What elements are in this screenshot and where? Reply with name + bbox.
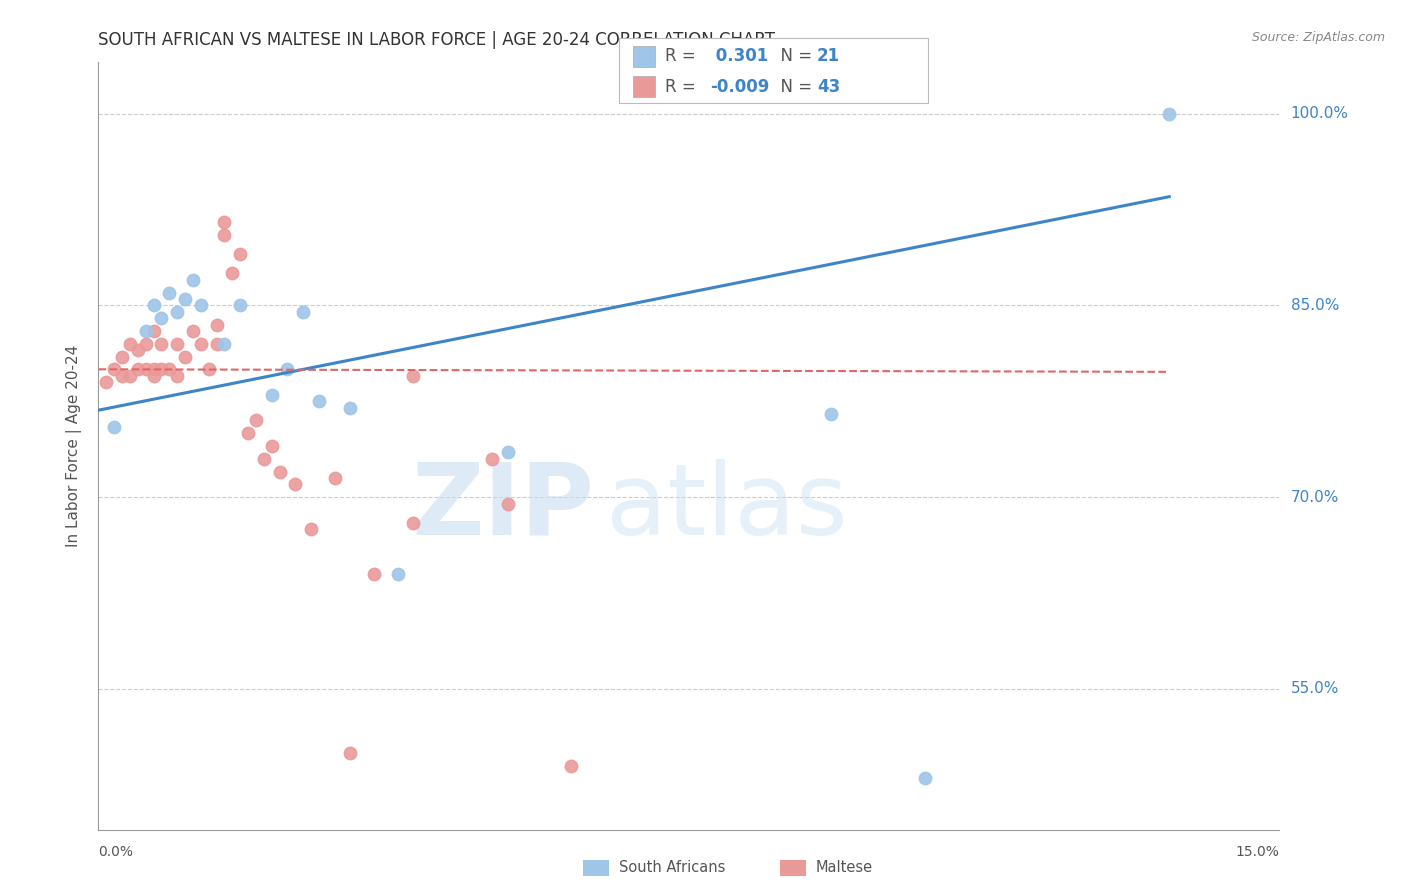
Text: ZIP: ZIP bbox=[412, 458, 595, 556]
Text: SOUTH AFRICAN VS MALTESE IN LABOR FORCE | AGE 20-24 CORRELATION CHART: SOUTH AFRICAN VS MALTESE IN LABOR FORCE … bbox=[98, 31, 776, 49]
Point bbox=[299, 522, 322, 536]
Point bbox=[127, 343, 149, 358]
Point bbox=[142, 368, 165, 383]
Point bbox=[142, 324, 165, 338]
Point bbox=[190, 298, 212, 312]
Point bbox=[229, 247, 252, 261]
Text: 55.0%: 55.0% bbox=[1291, 681, 1339, 697]
Point bbox=[1159, 106, 1181, 120]
Point bbox=[481, 451, 503, 466]
Point bbox=[205, 336, 228, 351]
Point bbox=[245, 413, 267, 427]
Text: -0.009: -0.009 bbox=[710, 78, 769, 95]
Point bbox=[402, 368, 425, 383]
Text: 15.0%: 15.0% bbox=[1236, 845, 1279, 859]
Text: R =: R = bbox=[665, 78, 702, 95]
Text: 0.0%: 0.0% bbox=[98, 845, 134, 859]
Point bbox=[174, 292, 197, 306]
Point bbox=[229, 298, 252, 312]
Point bbox=[150, 362, 173, 376]
Point bbox=[118, 368, 141, 383]
Point bbox=[496, 445, 519, 459]
Point bbox=[339, 401, 361, 415]
Point bbox=[269, 465, 291, 479]
Point bbox=[157, 362, 180, 376]
Text: atlas: atlas bbox=[606, 458, 848, 556]
Text: 0.301: 0.301 bbox=[710, 47, 768, 65]
Point bbox=[214, 215, 236, 229]
Point bbox=[150, 311, 173, 326]
Point bbox=[127, 362, 149, 376]
Text: South Africans: South Africans bbox=[619, 861, 725, 875]
Point bbox=[150, 336, 173, 351]
Point bbox=[820, 407, 842, 421]
Point bbox=[323, 471, 346, 485]
Point bbox=[135, 362, 157, 376]
Point bbox=[118, 336, 141, 351]
Point bbox=[214, 227, 236, 242]
Point bbox=[402, 516, 425, 530]
Point bbox=[103, 419, 125, 434]
Y-axis label: In Labor Force | Age 20-24: In Labor Force | Age 20-24 bbox=[66, 345, 82, 547]
Text: N =: N = bbox=[770, 47, 818, 65]
Point bbox=[103, 362, 125, 376]
Point bbox=[157, 285, 180, 300]
Point bbox=[308, 394, 330, 409]
Text: 21: 21 bbox=[817, 47, 839, 65]
Point bbox=[496, 496, 519, 510]
Point bbox=[96, 375, 118, 389]
Point bbox=[190, 336, 212, 351]
Point bbox=[914, 772, 936, 786]
Text: 70.0%: 70.0% bbox=[1291, 490, 1339, 505]
Point bbox=[166, 368, 188, 383]
Text: N =: N = bbox=[770, 78, 818, 95]
Text: R =: R = bbox=[665, 47, 702, 65]
Point bbox=[236, 426, 259, 441]
Point bbox=[135, 336, 157, 351]
Point bbox=[560, 758, 582, 772]
Text: 100.0%: 100.0% bbox=[1291, 106, 1348, 121]
Point bbox=[260, 439, 283, 453]
Point bbox=[166, 305, 188, 319]
Point bbox=[276, 362, 298, 376]
Point bbox=[197, 362, 219, 376]
Point bbox=[111, 368, 134, 383]
Point bbox=[363, 566, 385, 581]
Text: 85.0%: 85.0% bbox=[1291, 298, 1339, 313]
Point bbox=[387, 566, 409, 581]
Point bbox=[260, 388, 283, 402]
Point bbox=[174, 350, 197, 364]
Point bbox=[166, 336, 188, 351]
Point bbox=[339, 746, 361, 760]
Point bbox=[284, 477, 307, 491]
Point bbox=[221, 266, 243, 280]
Text: Maltese: Maltese bbox=[815, 861, 873, 875]
Point bbox=[181, 273, 204, 287]
Point bbox=[214, 336, 236, 351]
Point bbox=[181, 324, 204, 338]
Point bbox=[292, 305, 315, 319]
Point bbox=[253, 451, 276, 466]
Point bbox=[205, 318, 228, 332]
Point bbox=[135, 324, 157, 338]
Text: Source: ZipAtlas.com: Source: ZipAtlas.com bbox=[1251, 31, 1385, 45]
Point bbox=[142, 362, 165, 376]
Point bbox=[111, 350, 134, 364]
Text: 43: 43 bbox=[817, 78, 841, 95]
Point bbox=[142, 298, 165, 312]
